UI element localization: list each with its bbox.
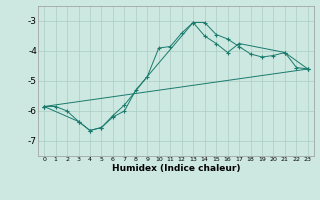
X-axis label: Humidex (Indice chaleur): Humidex (Indice chaleur) (112, 164, 240, 173)
